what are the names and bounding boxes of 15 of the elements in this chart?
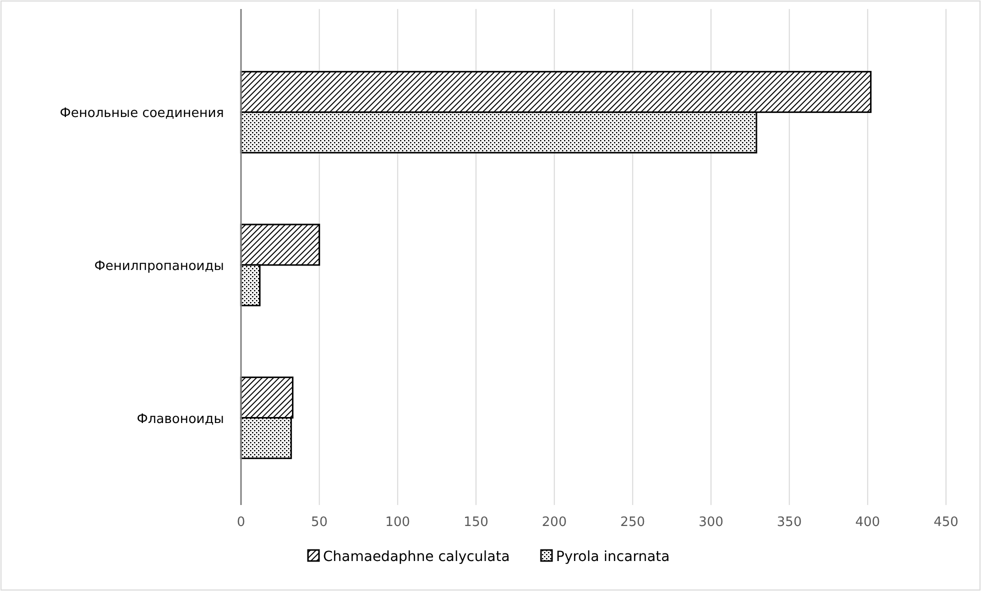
- x-tick-label: 100: [385, 515, 410, 530]
- x-tick-label: 400: [855, 515, 880, 530]
- y-tick-label: Фенилпропаноиды: [94, 259, 224, 274]
- x-tick-label: 350: [776, 515, 802, 530]
- x-tick-label: 300: [698, 515, 724, 530]
- legend-label: Pyrola incarnata: [556, 549, 670, 565]
- y-tick-label: Флавоноиды: [136, 412, 224, 427]
- x-tick-label: 0: [236, 515, 246, 530]
- x-tick-label: 250: [620, 515, 646, 530]
- y-tick-label: Фенольные соединения: [60, 106, 224, 122]
- x-tick-label: 50: [311, 515, 328, 530]
- x-tick-label: 450: [934, 515, 958, 530]
- x-tick-label: 200: [542, 515, 567, 530]
- x-tick-label: 150: [464, 515, 488, 530]
- legend-label: Chamaedaphne calyculata: [323, 549, 510, 565]
